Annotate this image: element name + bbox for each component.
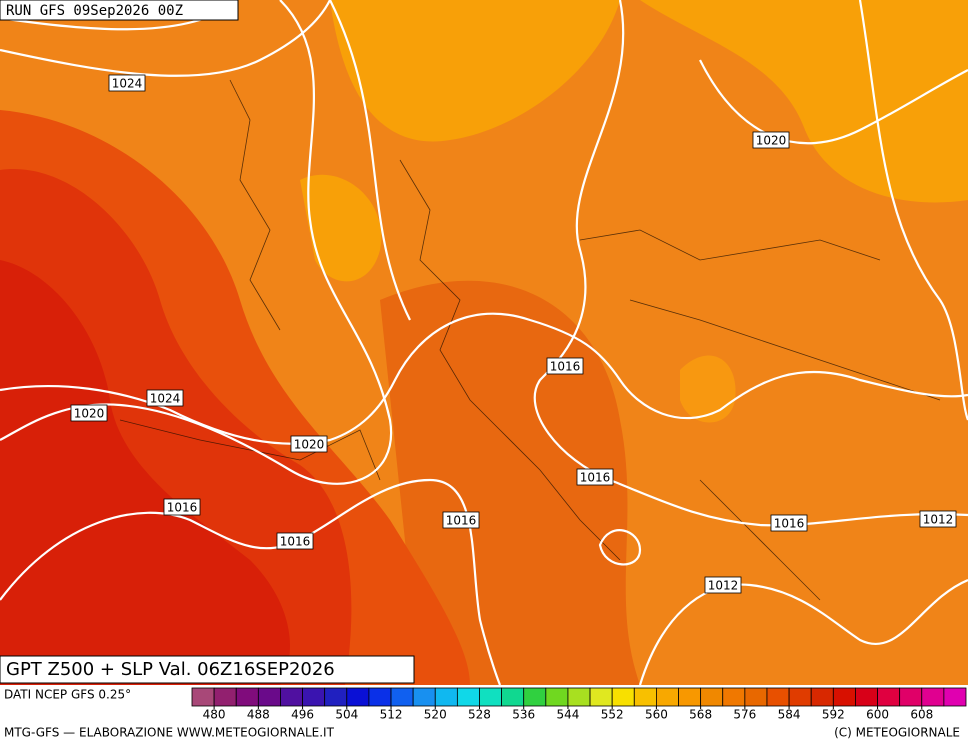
color-swatch [257, 687, 281, 707]
tick-label: 576 [733, 708, 756, 722]
color-swatch [280, 687, 303, 707]
tick-label: 568 [689, 708, 712, 722]
color-swatch [567, 687, 591, 707]
tick-label: 544 [556, 708, 579, 722]
tick-label: 528 [468, 708, 491, 722]
color-swatch [456, 687, 480, 707]
tick-label: 552 [601, 708, 624, 722]
color-swatch [412, 687, 436, 707]
color-swatch [346, 687, 370, 707]
isobar-label-box [770, 514, 808, 532]
isobar-label: 1016 [580, 471, 611, 485]
color-swatch [368, 687, 392, 707]
isobar-label-box [163, 498, 201, 516]
tick-label: 536 [512, 708, 535, 722]
tick-label: 592 [822, 708, 845, 722]
tick-label: 488 [247, 708, 270, 722]
isobar-label: 1020 [294, 438, 325, 452]
tick-label: 496 [291, 708, 314, 722]
tick-label: 584 [778, 708, 801, 722]
isobar-label: 1024 [150, 392, 181, 406]
color-swatch [390, 687, 414, 707]
color-bar: 480 488 496 504 512 520 528 536 544 552 560 568 576 5… [191, 687, 967, 722]
tick-label: 560 [645, 708, 668, 722]
isobar-label: 1016 [280, 535, 311, 549]
color-swatch [766, 687, 790, 707]
color-swatch [921, 687, 945, 707]
legend-source: DATI NCEP GFS 0.25° [4, 688, 131, 702]
color-swatch [700, 687, 724, 707]
color-swatch [744, 687, 768, 707]
isobar-label-box [576, 468, 614, 486]
color-swatch [213, 687, 237, 707]
isobar-label: 1016 [167, 501, 198, 515]
isobar-label: 1024 [112, 77, 143, 91]
color-swatch [678, 687, 702, 707]
isobar-labels: 1024 1020 1016 1024 1020 1020 1016 1016 1016 1016… [70, 74, 957, 594]
footer-right: (C) METEOGIORNALE [834, 726, 960, 740]
isobar-label-box [108, 74, 146, 92]
map-title-box: GPT Z500 + SLP Val. 06Z16SEP2026 [0, 655, 415, 684]
color-swatch [899, 687, 923, 707]
color-swatch [434, 687, 458, 707]
color-swatch [633, 687, 657, 707]
isobar-label: 1016 [550, 360, 581, 374]
isobar-label: 1012 [923, 513, 954, 527]
color-swatch [191, 687, 215, 707]
color-swatch [943, 687, 967, 707]
tick-label: 608 [910, 708, 933, 722]
color-swatch [722, 687, 746, 707]
isobar-label-box [146, 389, 184, 407]
isobar-label-box [919, 510, 957, 528]
color-swatch [788, 687, 812, 707]
isobar-label: 1020 [756, 134, 787, 148]
color-swatch [810, 687, 834, 707]
isobar-label: 1012 [708, 579, 739, 593]
color-swatch [235, 687, 259, 707]
footer-left: MTG-GFS — ELABORAZIONE WWW.METEOGIORNALE… [4, 726, 335, 740]
color-swatch [855, 687, 878, 707]
color-swatch [523, 687, 547, 707]
run-text: RUN GFS 09Sep2026 00Z [6, 3, 183, 19]
tick-label: 600 [866, 708, 889, 722]
isobar-label-box [546, 357, 584, 375]
map-title: GPT Z500 + SLP Val. 06Z16SEP2026 [6, 659, 335, 680]
isobar-label-box [442, 511, 480, 529]
color-swatch [656, 687, 679, 707]
isobar-label-box [752, 131, 790, 149]
isobar-label-box [290, 435, 328, 453]
isobar-label-box [276, 532, 314, 550]
isobar-label: 1016 [774, 517, 805, 531]
color-swatch [611, 687, 635, 707]
isobar-label-box [70, 404, 108, 422]
map-field [0, 0, 968, 686]
isobar-label: 1016 [446, 514, 477, 528]
tick-label: 504 [335, 708, 358, 722]
color-swatch [479, 687, 503, 707]
color-swatch [589, 687, 613, 707]
color-swatch [501, 687, 525, 707]
isobar-label: 1020 [74, 407, 105, 421]
color-swatch [832, 687, 856, 707]
tick-label: 520 [424, 708, 447, 722]
isobar-label-box [704, 576, 742, 594]
color-swatch [545, 687, 569, 707]
color-swatch [302, 687, 326, 707]
tick-label: 480 [203, 708, 226, 722]
color-swatch [324, 687, 348, 707]
color-swatch [877, 687, 901, 707]
run-label: RUN GFS 09Sep2026 00Z [0, 0, 239, 21]
tick-label: 512 [380, 708, 403, 722]
